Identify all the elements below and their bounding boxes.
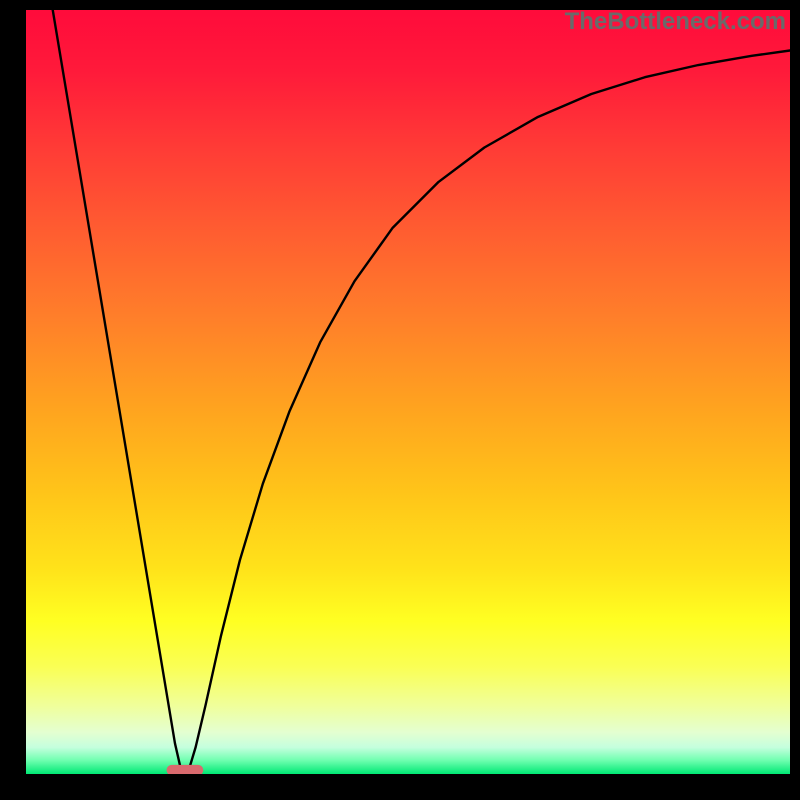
plot-area <box>26 10 790 774</box>
watermark-text: TheBottleneck.com <box>565 8 786 36</box>
optimum-marker <box>26 10 790 774</box>
chart-frame: TheBottleneck.com <box>0 0 800 800</box>
